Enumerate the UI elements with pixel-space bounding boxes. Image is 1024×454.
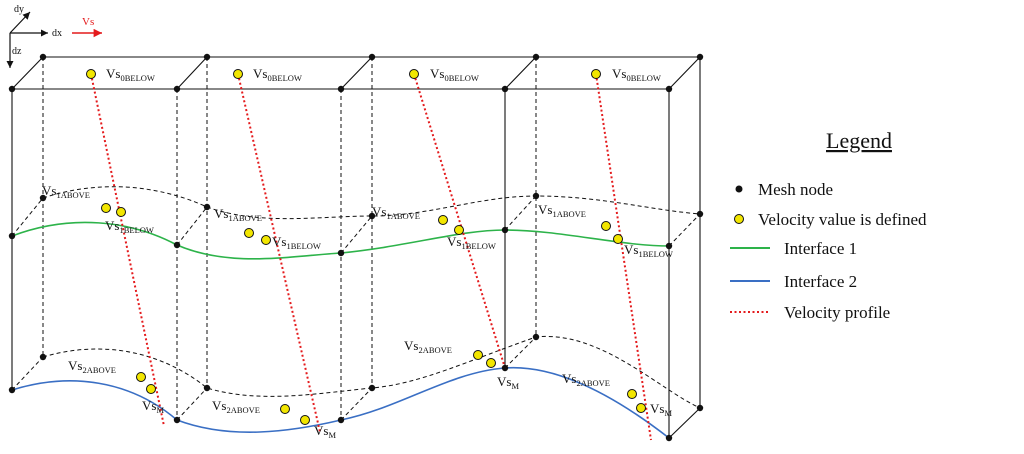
vs1-above-label: Vs1ABOVE [42, 183, 90, 200]
column-1-labels: Vs0BELOW Vs1ABOVE Vs1BELOW Vs2ABOVE VsM [42, 66, 164, 415]
axis-indicator: dy dx dz Vs [6, 4, 102, 68]
legend-velocity-profile-label: Velocity profile [784, 303, 890, 322]
vs2-above-label: Vs2ABOVE [562, 371, 610, 388]
velocity-points [86, 69, 646, 425]
dy-axis-arrow [9, 11, 31, 34]
vs0-below-label: Vs0BELOW [430, 66, 479, 83]
vs-axis-label: Vs [82, 16, 94, 28]
legend-title: Legend [826, 128, 892, 153]
legend-mesh-node-label: Mesh node [758, 180, 833, 199]
vs1-below-label: Vs1BELOW [624, 242, 673, 259]
vs1-above-label: Vs1ABOVE [538, 202, 586, 219]
vs1-below-label: Vs1BELOW [105, 218, 154, 235]
vsm-label: VsM [142, 398, 164, 415]
legend-interface-2-label: Interface 2 [784, 272, 857, 291]
vs2-above-label: Vs2ABOVE [68, 358, 116, 375]
vs1-below-label: Vs1BELOW [447, 234, 496, 251]
vs1-above-label: Vs1ABOVE [214, 206, 262, 223]
dz-label: dz [12, 46, 22, 57]
vsm-label: VsM [314, 423, 336, 440]
vs2-above-label: Vs2ABOVE [404, 338, 452, 355]
vs0-below-label: Vs0BELOW [106, 66, 155, 83]
dx-label: dx [52, 28, 62, 39]
vs2-above-label: Vs2ABOVE [212, 398, 260, 415]
vsm-label: VsM [650, 401, 672, 418]
vsm-label: VsM [497, 374, 519, 391]
legend-mesh-node-marker [735, 185, 743, 193]
column-3-labels: Vs0BELOW Vs1ABOVE Vs1BELOW Vs2ABOVE VsM [372, 66, 519, 391]
column-2-labels: Vs0BELOW Vs1ABOVE Vs1BELOW Vs2ABOVE VsM [212, 66, 336, 440]
legend-velocity-defined-label: Velocity value is defined [758, 210, 927, 229]
legend-velocity-point-marker [734, 214, 744, 224]
legend: Legend Mesh node Velocity value is defin… [730, 128, 927, 322]
vs1-above-label: Vs1ABOVE [372, 204, 420, 221]
vs1-below-label: Vs1BELOW [272, 234, 321, 251]
column-4-labels: Vs0BELOW Vs1ABOVE Vs1BELOW Vs2ABOVE VsM [538, 66, 673, 418]
vs0-below-label: Vs0BELOW [253, 66, 302, 83]
mesh-nodes [8, 53, 704, 442]
dy-label: dy [14, 4, 24, 15]
velocity-profiles [90, 73, 652, 441]
legend-interface-1-label: Interface 1 [784, 239, 857, 258]
vs0-below-label: Vs0BELOW [612, 66, 661, 83]
